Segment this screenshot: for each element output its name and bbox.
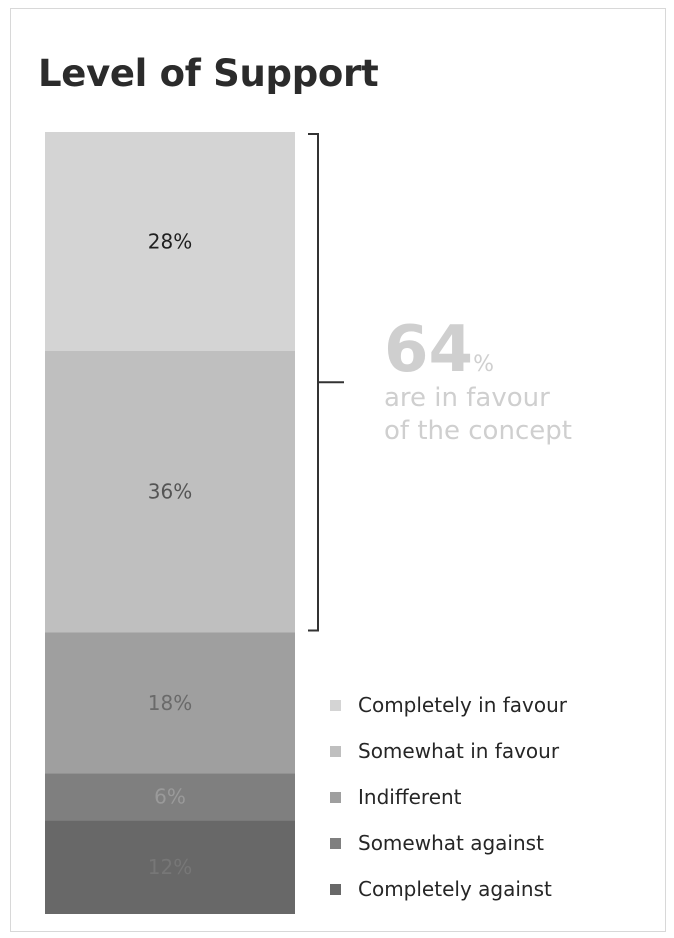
bar-segment [45,632,295,774]
legend-swatch [330,883,341,895]
bar-segment [45,773,295,821]
legend-label: Completely against [358,877,552,901]
legend-item: Completely in favour [330,682,650,728]
legend-label: Somewhat against [358,831,544,855]
legend-label: Indifferent [358,785,462,809]
data-label: 12% [148,855,192,879]
legend-item: Completely against [330,866,650,912]
legend: Completely in favour Somewhat in favour … [330,682,650,912]
legend-item: Somewhat against [330,820,650,866]
legend-label: Completely in favour [358,693,567,717]
favour-callout: 64% are in favour of the concept [384,318,634,447]
callout-line-1: are in favour [384,383,550,413]
legend-item: Indifferent [330,774,650,820]
data-label: 6% [154,785,186,809]
data-label: 36% [148,480,192,504]
data-label: 18% [148,691,192,715]
callout-unit: % [473,352,494,377]
legend-swatch [330,837,341,849]
legend-item: Somewhat in favour [330,728,650,774]
chart-title: Level of Support [38,52,379,95]
legend-label: Somewhat in favour [358,739,560,763]
callout-value: 64 [384,313,474,387]
data-label: 28% [148,229,192,253]
bar-segment [45,350,295,633]
bar-segment [45,820,295,914]
callout-line-2: of the concept [384,415,572,446]
bar-segment [45,132,295,351]
favour-bracket [308,133,344,632]
legend-swatch [330,699,341,711]
legend-swatch [330,745,341,757]
legend-swatch [330,791,341,803]
